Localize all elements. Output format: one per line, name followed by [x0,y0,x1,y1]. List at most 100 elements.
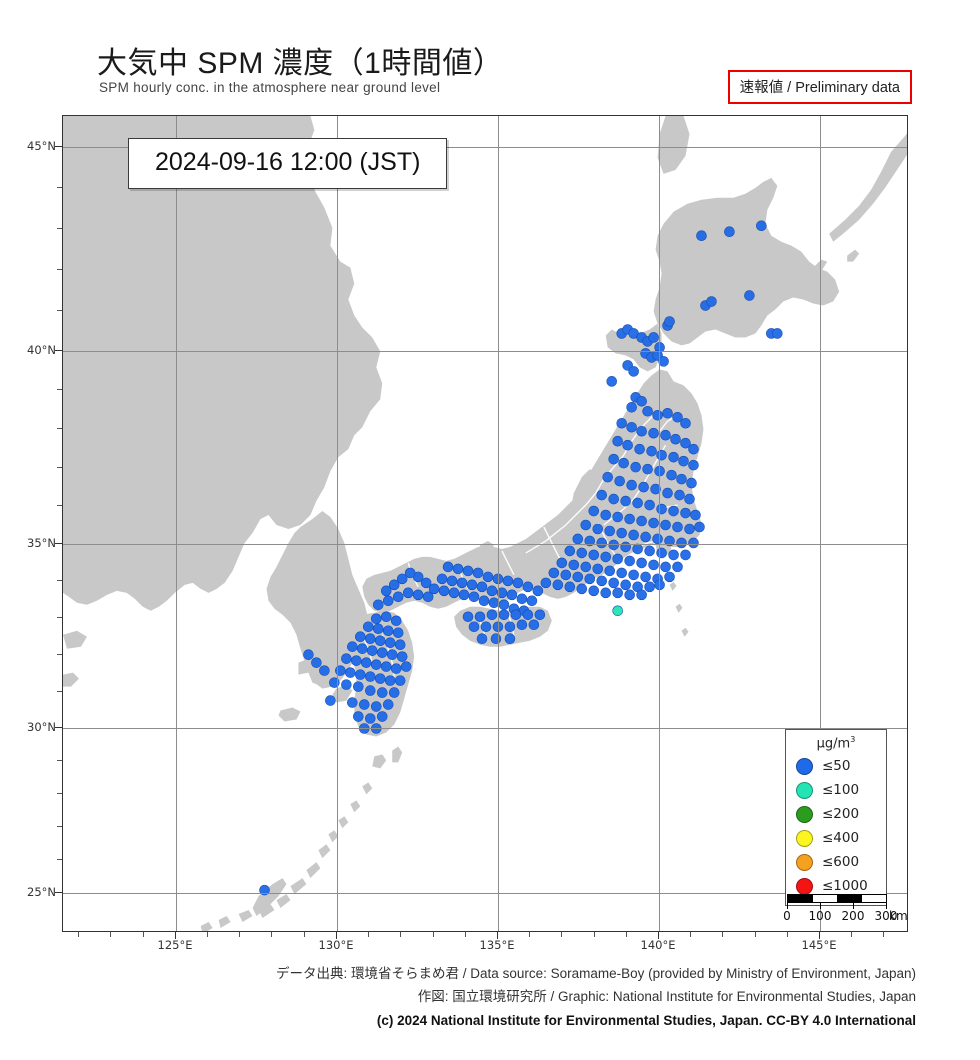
y-tick-major [55,146,62,147]
legend-unit-exponent: 3 [850,735,856,744]
legend-unit-text: μg/m [816,736,851,752]
x-tick-minor [239,932,240,937]
legend-label: ≤50 [822,758,851,775]
header: 大気中 SPM 濃度（1時間値） SPM hourly conc. in the… [0,0,980,115]
legend-item[interactable]: ≤600 [790,850,882,874]
landmass-layer [63,116,907,931]
page-subtitle: SPM hourly conc. in the atmosphere near … [99,80,441,95]
y-tick-minor [57,389,62,390]
scale-bar-segment [861,895,886,902]
station-markers-le100 [612,605,623,617]
ryukyu-arc-shape [200,782,373,931]
y-tick-label-35N: 35°N [27,536,56,550]
legend-item[interactable]: ≤200 [790,802,882,826]
y-tick-minor [57,793,62,794]
y-tick-label-45N: 45°N [27,139,56,153]
y-tick-minor [57,505,62,506]
legend-color-swatch-le400 [796,829,813,847]
x-tick-label-135E: 135°E [479,938,515,952]
scale-bar-segment [837,895,862,902]
legend-color-swatch-le600 [796,853,813,871]
x-tick-minor [400,932,401,937]
x-tick-major [336,932,337,939]
jeju-island-shape [278,707,301,722]
gridline-145E [820,116,821,931]
x-tick-minor [368,932,369,937]
scale-bar-track [787,894,887,903]
y-tick-major [55,727,62,728]
legend-item[interactable]: ≤100 [790,778,882,802]
scale-bar-segment [788,895,813,902]
legend-label: ≤200 [822,806,860,823]
kuril-islet-d [827,287,840,298]
legend-item[interactable]: ≤1000 [790,874,882,898]
legend-label: ≤600 [822,854,860,871]
preliminary-data-badge: 速報値 / Preliminary data [727,70,912,104]
footer: データ出典: 環境省そらまめ君 / Data source: Soramame-… [0,962,980,1034]
scale-bar: 0 100 200 300 km [783,894,907,923]
y-tick-minor [57,580,62,581]
legend-label: ≤100 [822,782,860,799]
x-tick-minor [561,932,562,937]
legend-color-swatch-le100 [796,781,813,799]
x-tick-major [497,932,498,939]
x-tick-minor [626,932,627,937]
y-tick-major [55,350,62,351]
x-tick-minor [787,932,788,937]
scale-unit-label: km [889,909,908,923]
scale-bar-labels: 0 100 200 300 km [783,909,908,923]
x-tick-major [658,932,659,939]
scale-tick-label: 300 [874,909,898,923]
yakushima-shape [372,754,387,769]
legend-label: ≤400 [822,830,860,847]
legend-item[interactable]: ≤400 [790,826,882,850]
footer-copyright: (c) 2024 National Institute for Environm… [376,1013,916,1028]
continent-islet-b [63,672,79,687]
scale-bar-segment [812,895,837,902]
hokkaido-shape [653,177,840,346]
station-markers-le50 [259,220,783,896]
y-tick-minor [57,428,62,429]
y-tick-minor [57,826,62,827]
goto-islands-shape [298,658,315,675]
x-tick-major [175,932,176,939]
x-tick-major [819,932,820,939]
gridline-25N [63,893,907,894]
y-tick-minor [57,269,62,270]
x-tick-label-145E: 145°E [801,938,837,952]
x-tick-label-140E: 140°E [640,938,676,952]
scale-tick-label: 200 [841,909,865,923]
x-tick-minor [110,932,111,937]
legend-panel: μg/m3 ≤50 ≤100 ≤200 ≤400 ≤600 ≤1000 [785,729,887,907]
map-plot-area[interactable]: μg/m3 ≤50 ≤100 ≤200 ≤400 ≤600 ≤1000 [62,115,908,932]
y-tick-minor [57,859,62,860]
y-tick-minor [57,617,62,618]
okinawa-main-island-shape [252,878,287,917]
gridline-135E [498,116,499,931]
y-tick-label-40N: 40°N [27,343,56,357]
x-tick-minor [78,932,79,937]
tsushima-island-shape [320,584,337,611]
x-tick-minor [465,932,466,937]
scale-tick-label: 0 [783,909,791,923]
gridline-30N [63,728,907,729]
station-markers-layer [259,220,783,896]
noto-peninsula-shape [571,469,596,508]
x-tick-minor [529,932,530,937]
kyushu-west-lobe-shape [308,638,353,687]
sakhalin-shape [657,116,690,174]
timestamp-box: 2024-09-16 12:00 (JST) [128,138,448,189]
x-tick-minor [594,932,595,937]
scale-tick-label: 100 [808,909,832,923]
kuril-islet-c [847,249,860,262]
x-tick-minor [690,932,691,937]
y-tick-minor [57,310,62,311]
page-title: 大気中 SPM 濃度（1時間値） [97,47,504,80]
legend-item[interactable]: ≤50 [790,754,882,778]
y-tick-major [55,892,62,893]
y-tick-minor [57,691,62,692]
x-tick-label-125E: 125°E [157,938,193,952]
x-tick-minor [883,932,884,937]
kuril-chain-a [829,133,907,242]
asia-continent-shape [63,116,383,611]
